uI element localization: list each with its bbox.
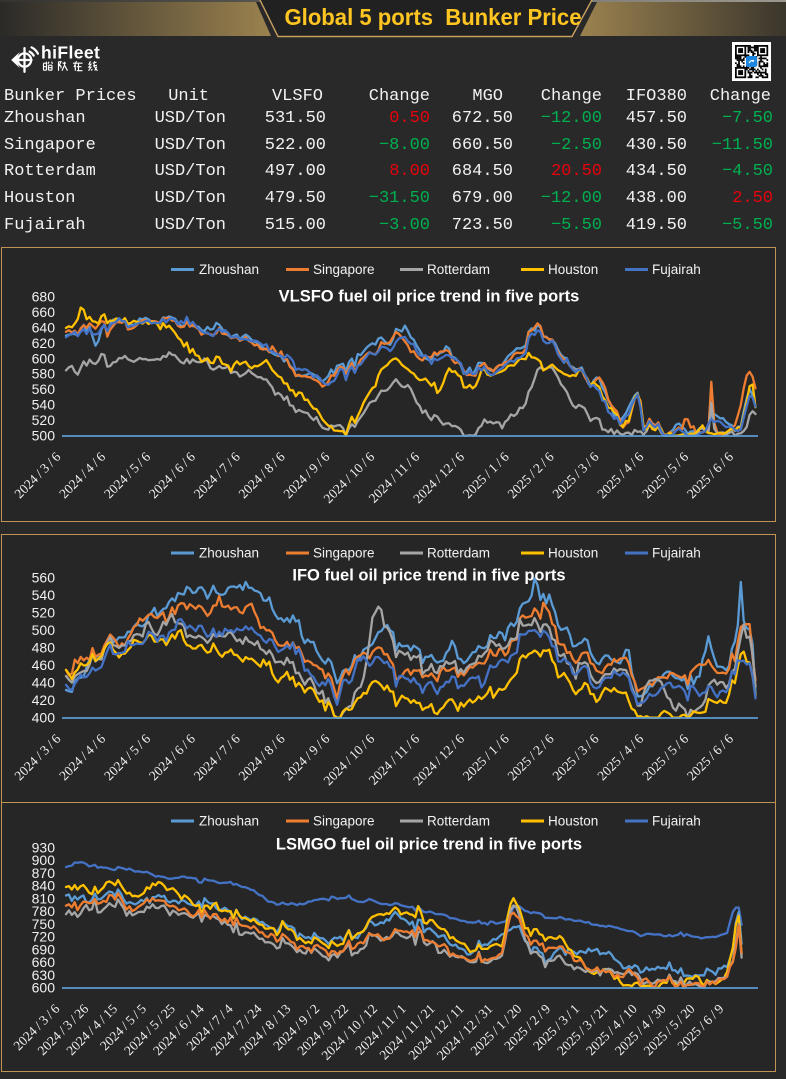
svg-text:900: 900 [32, 852, 56, 868]
svg-text:2024 / 6 / 6: 2024 / 6 / 6 [146, 731, 198, 783]
svg-text:2024 / 5 / 6: 2024 / 5 / 6 [101, 449, 153, 501]
svg-text:2024 / 4 / 6: 2024 / 4 / 6 [56, 731, 108, 783]
svg-text:2024 / 6 / 6: 2024 / 6 / 6 [146, 449, 198, 501]
svg-text:2025 / 3 / 6: 2025 / 3 / 6 [549, 731, 601, 783]
svg-text:2025 / 2 / 6: 2025 / 2 / 6 [505, 731, 557, 783]
svg-text:560: 560 [32, 381, 56, 397]
svg-text:Fujairah: Fujairah [652, 814, 701, 829]
svg-text:2024 / 8 / 6: 2024 / 8 / 6 [236, 449, 288, 501]
svg-text:2024 / 7 / 6: 2024 / 7 / 6 [191, 449, 243, 501]
svg-text:540: 540 [32, 587, 56, 603]
svg-text:2025 / 4 / 6: 2025 / 4 / 6 [594, 449, 646, 501]
svg-text:440: 440 [32, 675, 56, 691]
svg-text:Zhoushan: Zhoushan [199, 262, 259, 277]
svg-text:460: 460 [32, 657, 56, 673]
svg-text:hiFleet: hiFleet [41, 43, 100, 63]
svg-text:Houston: Houston [548, 262, 598, 277]
svg-text:810: 810 [32, 890, 56, 906]
svg-text:Zhoushan: Zhoushan [199, 814, 259, 829]
svg-text:400: 400 [32, 710, 56, 726]
svg-text:690: 690 [32, 941, 56, 957]
svg-text:2025 / 4 / 6: 2025 / 4 / 6 [594, 731, 646, 783]
svg-text:2025 / 3 / 6: 2025 / 3 / 6 [549, 449, 601, 501]
svg-text:480: 480 [32, 640, 56, 656]
svg-text:Zhoushan: Zhoushan [199, 546, 259, 561]
svg-text:780: 780 [32, 903, 56, 919]
svg-text:2025 / 5 / 6: 2025 / 5 / 6 [639, 731, 691, 783]
svg-text:Singapore: Singapore [313, 814, 375, 829]
svg-text:540: 540 [32, 397, 56, 413]
svg-text:500: 500 [32, 428, 56, 444]
svg-text:500: 500 [32, 622, 56, 638]
svg-text:Global 5 ports Bunker Price: Global 5 ports Bunker Price [285, 4, 582, 30]
svg-text:Houston: Houston [548, 546, 598, 561]
svg-text:2024 / 7 / 6: 2024 / 7 / 6 [191, 731, 243, 783]
svg-text:Rotterdam: Rotterdam [427, 262, 490, 277]
svg-text:2025 / 6 / 6: 2025 / 6 / 6 [684, 449, 736, 501]
svg-text:Fujairah: Fujairah [652, 546, 701, 561]
svg-text:2024 / 4 / 6: 2024 / 4 / 6 [56, 449, 108, 501]
svg-text:660: 660 [32, 304, 56, 320]
svg-text:2025 / 1 / 6: 2025 / 1 / 6 [460, 449, 512, 501]
svg-text:520: 520 [32, 412, 56, 428]
svg-text:2025 / 6 / 6: 2025 / 6 / 6 [684, 731, 736, 783]
svg-text:Rotterdam: Rotterdam [427, 814, 490, 829]
svg-text:2024 / 3 / 6: 2024 / 3 / 6 [11, 731, 63, 783]
svg-text:600: 600 [32, 980, 56, 996]
svg-text:420: 420 [32, 692, 56, 708]
svg-text:620: 620 [32, 335, 56, 351]
svg-text:2025 / 2 / 6: 2025 / 2 / 6 [505, 449, 557, 501]
svg-text:580: 580 [32, 366, 56, 382]
svg-text:IFO fuel oil price trend in fi: IFO fuel oil price trend in five ports [292, 567, 565, 585]
svg-text:Singapore: Singapore [313, 262, 375, 277]
svg-text:Singapore: Singapore [313, 546, 375, 561]
svg-text:Fujairah: Fujairah [652, 262, 701, 277]
svg-text:2024 / 3 / 6: 2024 / 3 / 6 [11, 449, 63, 501]
svg-text:680: 680 [32, 289, 56, 305]
svg-text:520: 520 [32, 605, 56, 621]
svg-text:750: 750 [32, 916, 56, 932]
svg-text:560: 560 [32, 570, 56, 586]
svg-text:2025 / 1 / 6: 2025 / 1 / 6 [460, 731, 512, 783]
svg-text:870: 870 [32, 865, 56, 881]
svg-text:630: 630 [32, 967, 56, 983]
svg-text:640: 640 [32, 319, 56, 335]
svg-text:720: 720 [32, 929, 56, 945]
svg-text:VLSFO fuel oil price trend in: VLSFO fuel oil price trend in five ports [279, 288, 580, 306]
svg-text:660: 660 [32, 954, 56, 970]
svg-text:Rotterdam: Rotterdam [427, 546, 490, 561]
svg-text:840: 840 [32, 878, 56, 894]
svg-text:2025 / 5 / 6: 2025 / 5 / 6 [639, 449, 691, 501]
svg-text:Houston: Houston [548, 814, 598, 829]
svg-text:930: 930 [32, 840, 56, 856]
svg-text:600: 600 [32, 350, 56, 366]
svg-text:LSMGO fuel oil price trend in: LSMGO fuel oil price trend in five ports [276, 836, 582, 854]
svg-text:2024 / 8 / 6: 2024 / 8 / 6 [236, 731, 288, 783]
svg-text:2024 / 5 / 6: 2024 / 5 / 6 [101, 731, 153, 783]
